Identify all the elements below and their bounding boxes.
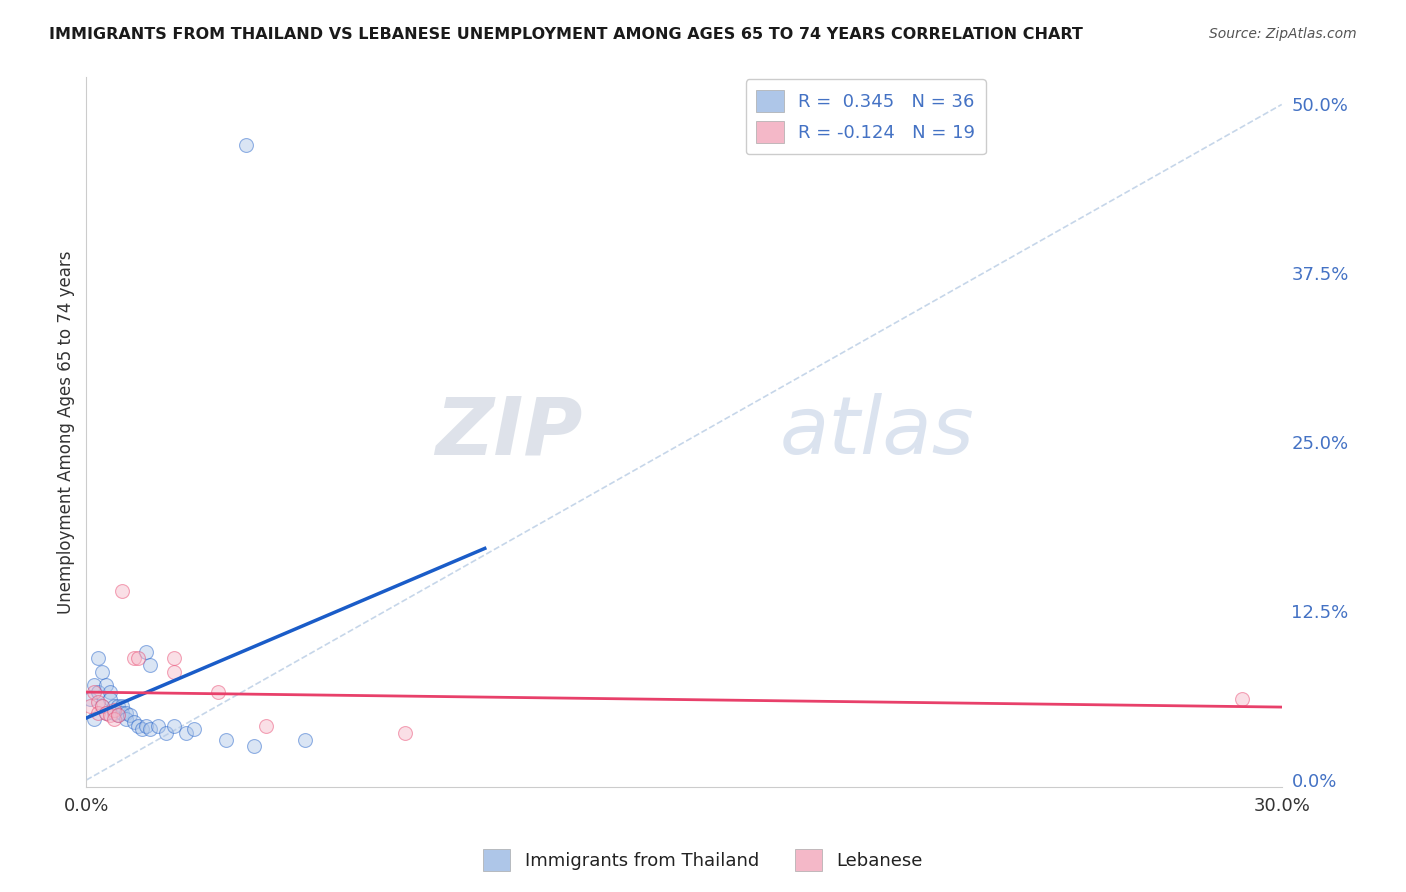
- Point: [107, 708, 129, 723]
- Text: IMMIGRANTS FROM THAILAND VS LEBANESE UNEMPLOYMENT AMONG AGES 65 TO 74 YEARS CORR: IMMIGRANTS FROM THAILAND VS LEBANESE UNE…: [49, 27, 1083, 42]
- Point: [83, 678, 105, 692]
- Point: [83, 712, 105, 726]
- Point: [122, 714, 145, 729]
- Legend: Immigrants from Thailand, Lebanese: Immigrants from Thailand, Lebanese: [475, 842, 931, 879]
- Point: [1230, 692, 1253, 706]
- Point: [163, 719, 186, 733]
- Point: [127, 651, 149, 665]
- Point: [96, 706, 118, 720]
- Point: [98, 685, 121, 699]
- Point: [91, 665, 114, 679]
- Point: [87, 651, 110, 665]
- Point: [83, 685, 105, 699]
- Point: [107, 708, 129, 723]
- Point: [115, 712, 138, 726]
- Y-axis label: Unemployment Among Ages 65 to 74 years: Unemployment Among Ages 65 to 74 years: [58, 251, 75, 614]
- Point: [103, 698, 125, 713]
- Point: [111, 583, 134, 598]
- Point: [79, 698, 101, 713]
- Point: [127, 719, 149, 733]
- Point: [120, 708, 142, 723]
- Point: [215, 732, 238, 747]
- Point: [254, 719, 277, 733]
- Point: [91, 698, 114, 713]
- Point: [131, 722, 153, 736]
- Point: [139, 722, 162, 736]
- Point: [163, 651, 186, 665]
- Point: [111, 706, 134, 720]
- Point: [96, 706, 118, 720]
- Point: [235, 138, 257, 153]
- Point: [87, 706, 110, 720]
- Point: [155, 726, 177, 740]
- Point: [174, 726, 197, 740]
- Point: [207, 685, 229, 699]
- Point: [242, 739, 264, 754]
- Point: [103, 703, 125, 717]
- Point: [91, 698, 114, 713]
- Point: [122, 651, 145, 665]
- Point: [87, 685, 110, 699]
- Point: [87, 695, 110, 709]
- Point: [107, 698, 129, 713]
- Point: [146, 719, 169, 733]
- Point: [135, 719, 157, 733]
- Point: [103, 706, 125, 720]
- Point: [183, 722, 205, 736]
- Point: [163, 665, 186, 679]
- Point: [98, 708, 121, 723]
- Text: atlas: atlas: [780, 393, 974, 471]
- Point: [139, 658, 162, 673]
- Text: ZIP: ZIP: [434, 393, 582, 471]
- Point: [96, 678, 118, 692]
- Legend: R =  0.345   N = 36, R = -0.124   N = 19: R = 0.345 N = 36, R = -0.124 N = 19: [745, 79, 986, 154]
- Point: [115, 706, 138, 720]
- Point: [294, 732, 316, 747]
- Text: Source: ZipAtlas.com: Source: ZipAtlas.com: [1209, 27, 1357, 41]
- Point: [103, 712, 125, 726]
- Point: [135, 645, 157, 659]
- Point: [98, 692, 121, 706]
- Point: [79, 692, 101, 706]
- Point: [394, 726, 416, 740]
- Point: [111, 698, 134, 713]
